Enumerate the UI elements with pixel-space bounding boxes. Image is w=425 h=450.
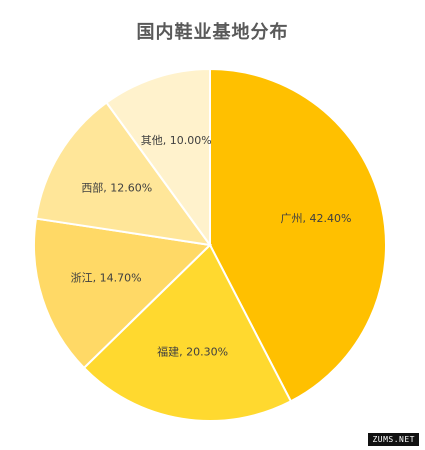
pie-slice-2 [33,217,213,370]
pie-slice-label-3: 西部, 12.60% [81,180,152,194]
pie-slices [33,67,387,422]
pie-slice-label-1: 福建, 20.30% [157,345,228,359]
pie-slice-3 [34,101,213,247]
pie-slice-label-0: 广州, 42.40% [281,212,352,225]
pie-slice-label-4: 其他, 10.00% [141,134,212,147]
chart-title: 国内鞋业基地分布 [136,22,289,43]
pie-slice-0 [209,67,387,403]
pie-slice-1 [82,243,293,422]
pie-slice-4 [105,67,211,249]
watermark-logo: ZUMS.NET [368,433,419,446]
pie-slice-label-2: 浙江, 14.70% [71,271,142,284]
pie-labels: 广州, 42.40% 福建, 20.30% 浙江, 14.70% 西部, 12.60%… [71,134,352,359]
